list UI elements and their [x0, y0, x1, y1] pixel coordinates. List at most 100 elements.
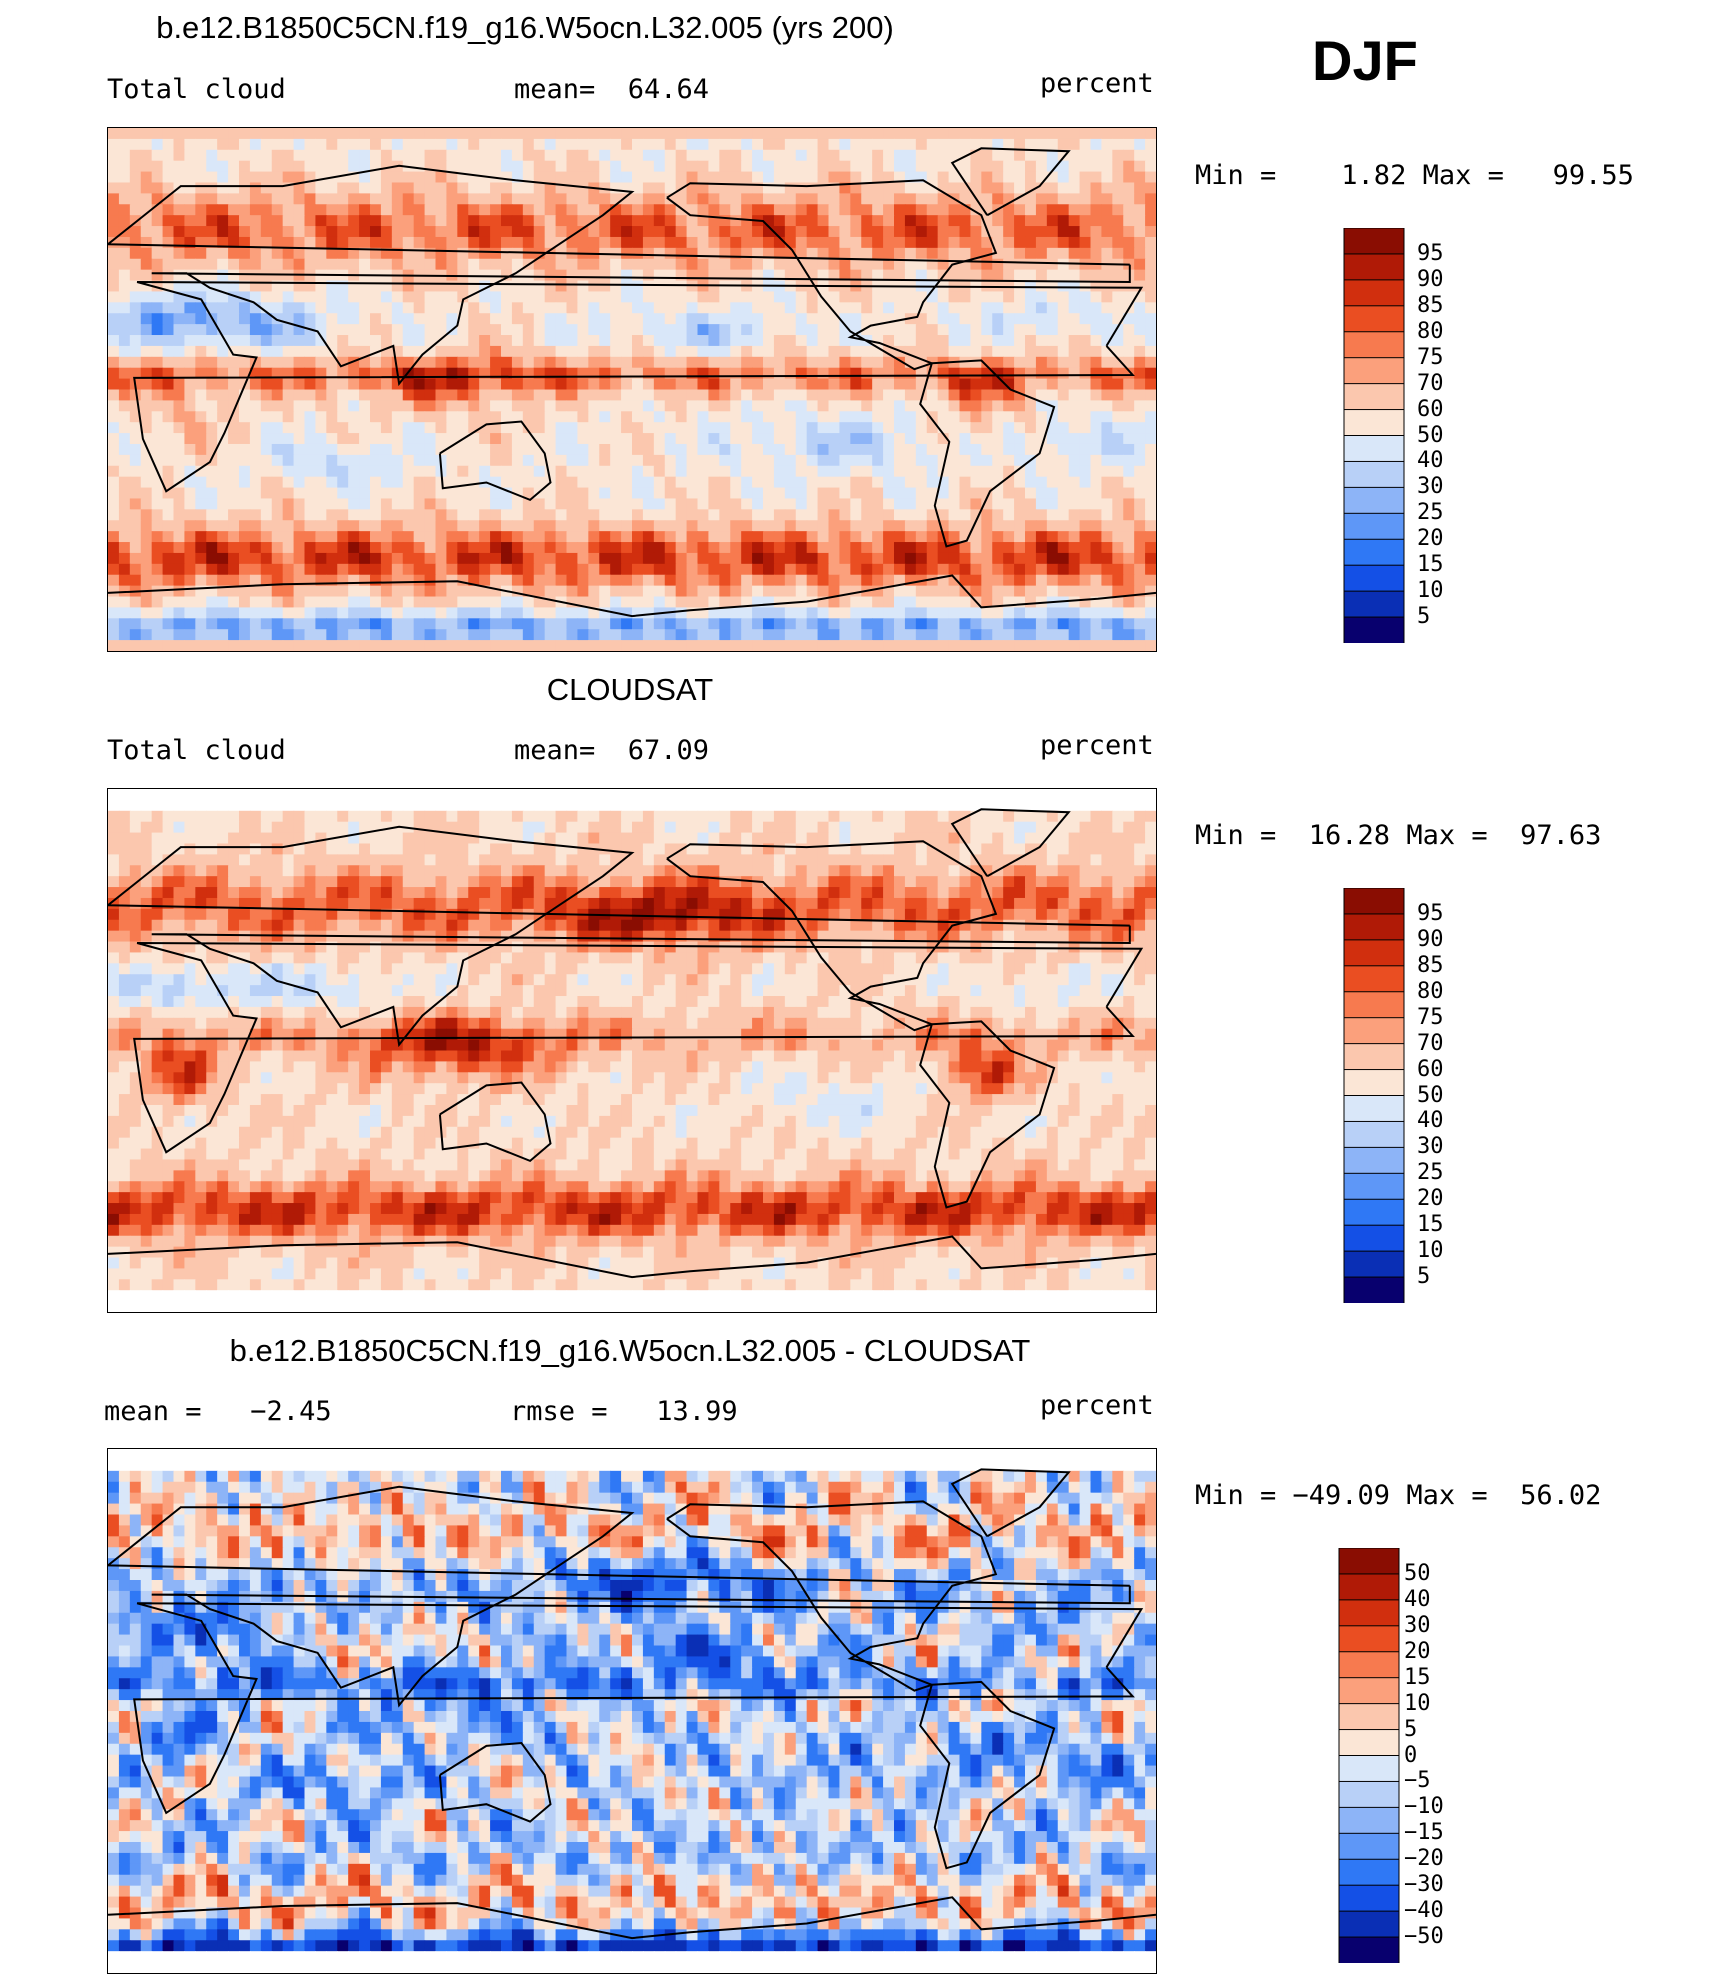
- contour-cell: [272, 193, 284, 205]
- contour-cell: [1036, 477, 1048, 489]
- contour-cell: [730, 335, 742, 347]
- contour-cell: [217, 193, 229, 205]
- contour-cell: [1025, 498, 1037, 510]
- contour-cell: [184, 553, 196, 565]
- contour-cell: [370, 139, 382, 151]
- contour-cell: [1036, 800, 1048, 812]
- contour-cell: [490, 433, 502, 445]
- contour-cell: [174, 822, 186, 834]
- contour-cell: [392, 400, 404, 412]
- contour-cell: [1123, 400, 1135, 412]
- contour-cell: [534, 822, 546, 834]
- contour-cell: [545, 346, 557, 358]
- contour-cell: [163, 789, 175, 801]
- contour-cell: [556, 281, 568, 293]
- contour-cell: [556, 553, 568, 565]
- contour-cell: [436, 302, 448, 314]
- contour-cell: [446, 400, 458, 412]
- contour-cell: [315, 811, 327, 823]
- contour-cell: [916, 597, 928, 609]
- contour-cell: [130, 193, 142, 205]
- contour-cell: [184, 444, 196, 456]
- contour-cell: [326, 302, 338, 314]
- contour-cell: [829, 357, 841, 369]
- contour-cell: [894, 128, 906, 140]
- contour-cell: [1025, 379, 1037, 391]
- contour-cell: [1145, 466, 1156, 478]
- contour-cell: [348, 607, 360, 619]
- contour-cell: [763, 150, 775, 162]
- contour-cell: [1145, 313, 1156, 325]
- contour-cell: [698, 800, 710, 812]
- contour-cell: [1003, 128, 1015, 140]
- contour-cell: [1047, 531, 1059, 543]
- contour-cell: [763, 466, 775, 478]
- contour-cell: [217, 128, 229, 140]
- contour-cell: [184, 800, 196, 812]
- contour-cell: [392, 597, 404, 609]
- contour-cell: [1145, 204, 1156, 216]
- contour-cell: [403, 618, 415, 630]
- contour-cell: [337, 520, 349, 532]
- contour-cell: [1123, 640, 1135, 651]
- contour-cell: [534, 564, 546, 576]
- contour-cell: [861, 390, 873, 402]
- contour-cell: [894, 411, 906, 423]
- contour-cell: [796, 789, 808, 801]
- contour-cell: [763, 433, 775, 445]
- contour-cell: [545, 313, 557, 325]
- contour-cell: [206, 553, 218, 565]
- contour-cell: [785, 324, 797, 336]
- contour-cell: [839, 128, 851, 140]
- contour-cell: [501, 629, 513, 641]
- contour-cell: [414, 172, 426, 184]
- contour-cell: [905, 226, 917, 238]
- contour-cell: [1080, 444, 1092, 456]
- contour-cell: [763, 215, 775, 227]
- contour-cell: [698, 270, 710, 282]
- contour-cell: [643, 498, 655, 510]
- contour-cell: [326, 629, 338, 641]
- contour-cell: [905, 390, 917, 402]
- contour-cell: [294, 193, 306, 205]
- contour-cell: [1058, 542, 1070, 554]
- contour-cell: [174, 789, 186, 801]
- contour-cell: [381, 509, 393, 520]
- contour-cell: [698, 390, 710, 402]
- contour-cell: [905, 618, 917, 630]
- contour-cell: [610, 811, 622, 823]
- contour-cell: [1014, 607, 1026, 619]
- contour-cell: [719, 444, 731, 456]
- contour-cell: [730, 640, 742, 651]
- contour-cell: [1003, 811, 1015, 823]
- contour-cell: [217, 466, 229, 478]
- contour-cell: [141, 811, 153, 823]
- contour-cell: [905, 433, 917, 445]
- contour-cell: [141, 379, 153, 391]
- contour-cell: [392, 281, 404, 293]
- contour-cell: [326, 640, 338, 651]
- contour-cell: [359, 520, 371, 532]
- contour-cell: [687, 346, 699, 358]
- contour-cell: [839, 204, 851, 216]
- contour-cell: [130, 270, 142, 282]
- contour-cell: [1047, 466, 1059, 478]
- contour-cell: [141, 259, 153, 271]
- contour-cell: [195, 498, 207, 510]
- contour-cell: [588, 193, 600, 205]
- contour-cell: [861, 128, 873, 140]
- contour-cell: [839, 800, 851, 812]
- contour-cell: [992, 128, 1004, 140]
- contour-cell: [774, 575, 786, 587]
- contour-cell: [949, 248, 961, 260]
- contour-cell: [370, 259, 382, 271]
- contour-cell: [250, 520, 262, 532]
- contour-cell: [643, 226, 655, 238]
- contour-cell: [523, 433, 535, 445]
- contour-cell: [1014, 422, 1026, 434]
- contour-cell: [1058, 531, 1070, 543]
- contour-cell: [152, 390, 164, 402]
- contour-cell: [556, 215, 568, 227]
- contour-cell: [294, 204, 306, 216]
- contour-cell: [567, 324, 579, 336]
